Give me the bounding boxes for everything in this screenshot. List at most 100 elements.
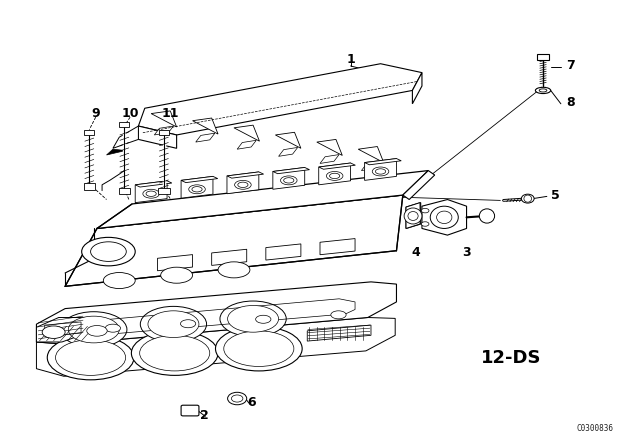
FancyBboxPatch shape: [119, 122, 129, 127]
Ellipse shape: [536, 87, 550, 94]
Polygon shape: [278, 147, 298, 156]
Polygon shape: [320, 155, 339, 164]
Polygon shape: [106, 149, 125, 155]
Polygon shape: [319, 163, 351, 185]
Text: 6: 6: [247, 396, 255, 409]
Ellipse shape: [105, 324, 120, 332]
Polygon shape: [412, 73, 422, 104]
Ellipse shape: [232, 395, 243, 402]
Polygon shape: [151, 111, 177, 127]
Polygon shape: [138, 126, 177, 148]
Ellipse shape: [146, 191, 156, 196]
Ellipse shape: [103, 272, 135, 289]
Ellipse shape: [235, 181, 251, 189]
Ellipse shape: [479, 209, 495, 223]
Ellipse shape: [192, 187, 202, 192]
Polygon shape: [227, 172, 264, 178]
Ellipse shape: [255, 315, 271, 323]
Ellipse shape: [42, 326, 65, 338]
Ellipse shape: [161, 267, 193, 283]
FancyBboxPatch shape: [84, 130, 95, 135]
FancyBboxPatch shape: [118, 188, 130, 194]
Polygon shape: [113, 126, 138, 148]
Ellipse shape: [372, 167, 389, 176]
Ellipse shape: [220, 301, 286, 336]
Polygon shape: [273, 168, 305, 189]
Polygon shape: [307, 325, 371, 341]
Polygon shape: [358, 146, 384, 163]
Text: 12-DS: 12-DS: [481, 349, 541, 366]
Ellipse shape: [61, 312, 127, 347]
Polygon shape: [193, 118, 218, 134]
Polygon shape: [36, 318, 395, 376]
Polygon shape: [406, 202, 420, 228]
Polygon shape: [36, 282, 396, 344]
Ellipse shape: [376, 169, 386, 174]
Polygon shape: [275, 132, 301, 148]
Ellipse shape: [68, 316, 119, 343]
Polygon shape: [317, 139, 342, 155]
Polygon shape: [135, 181, 172, 187]
Ellipse shape: [540, 89, 547, 92]
Polygon shape: [406, 202, 420, 228]
Polygon shape: [65, 195, 403, 286]
Text: C0300836: C0300836: [576, 424, 613, 433]
Ellipse shape: [87, 326, 107, 336]
Ellipse shape: [421, 208, 429, 213]
Polygon shape: [181, 177, 218, 183]
Ellipse shape: [284, 178, 294, 183]
FancyBboxPatch shape: [181, 405, 199, 416]
Polygon shape: [266, 244, 301, 260]
Ellipse shape: [140, 335, 210, 371]
Ellipse shape: [131, 331, 218, 375]
Ellipse shape: [421, 222, 429, 226]
Polygon shape: [273, 168, 310, 174]
Polygon shape: [36, 318, 91, 342]
Ellipse shape: [522, 194, 534, 203]
Ellipse shape: [330, 173, 340, 179]
Ellipse shape: [218, 262, 250, 278]
Ellipse shape: [224, 331, 294, 366]
Ellipse shape: [82, 237, 135, 266]
Ellipse shape: [280, 176, 297, 185]
Ellipse shape: [524, 195, 532, 202]
Ellipse shape: [430, 206, 458, 228]
Polygon shape: [196, 133, 215, 142]
Ellipse shape: [47, 335, 134, 380]
Polygon shape: [237, 140, 256, 149]
FancyBboxPatch shape: [84, 184, 95, 190]
Text: 11: 11: [161, 107, 179, 120]
Polygon shape: [135, 181, 167, 202]
Text: 4: 4: [412, 246, 420, 259]
Ellipse shape: [140, 306, 207, 342]
Ellipse shape: [189, 185, 205, 194]
Ellipse shape: [148, 311, 199, 337]
Text: 10: 10: [122, 107, 139, 120]
Text: 1: 1: [346, 53, 355, 66]
Polygon shape: [319, 163, 355, 169]
Polygon shape: [365, 159, 396, 181]
Text: 5: 5: [552, 189, 560, 202]
Text: 7: 7: [566, 60, 575, 73]
FancyBboxPatch shape: [537, 54, 549, 60]
Polygon shape: [97, 171, 428, 228]
Polygon shape: [154, 126, 173, 135]
Ellipse shape: [404, 208, 422, 224]
Text: 9: 9: [92, 107, 100, 120]
Polygon shape: [227, 172, 259, 194]
Ellipse shape: [436, 211, 452, 224]
Ellipse shape: [408, 211, 418, 220]
Polygon shape: [212, 249, 246, 265]
Ellipse shape: [180, 320, 196, 328]
Polygon shape: [181, 177, 213, 198]
Text: 3: 3: [462, 246, 471, 259]
Ellipse shape: [331, 311, 346, 319]
Polygon shape: [403, 171, 435, 199]
Ellipse shape: [91, 242, 126, 261]
Polygon shape: [234, 125, 259, 141]
Ellipse shape: [216, 327, 302, 371]
Ellipse shape: [56, 340, 125, 375]
FancyBboxPatch shape: [159, 130, 169, 135]
Ellipse shape: [228, 392, 246, 405]
Ellipse shape: [143, 189, 159, 198]
